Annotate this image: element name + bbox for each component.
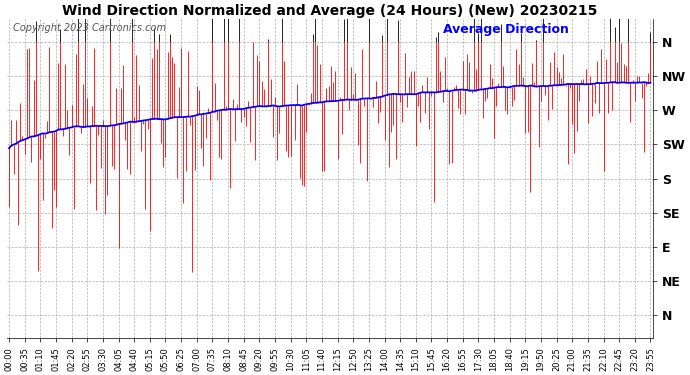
Title: Wind Direction Normalized and Average (24 Hours) (New) 20230215: Wind Direction Normalized and Average (2…	[62, 4, 598, 18]
Text: Copyright 2023 Cartronics.com: Copyright 2023 Cartronics.com	[13, 22, 166, 33]
Text: Average Direction: Average Direction	[443, 22, 569, 36]
